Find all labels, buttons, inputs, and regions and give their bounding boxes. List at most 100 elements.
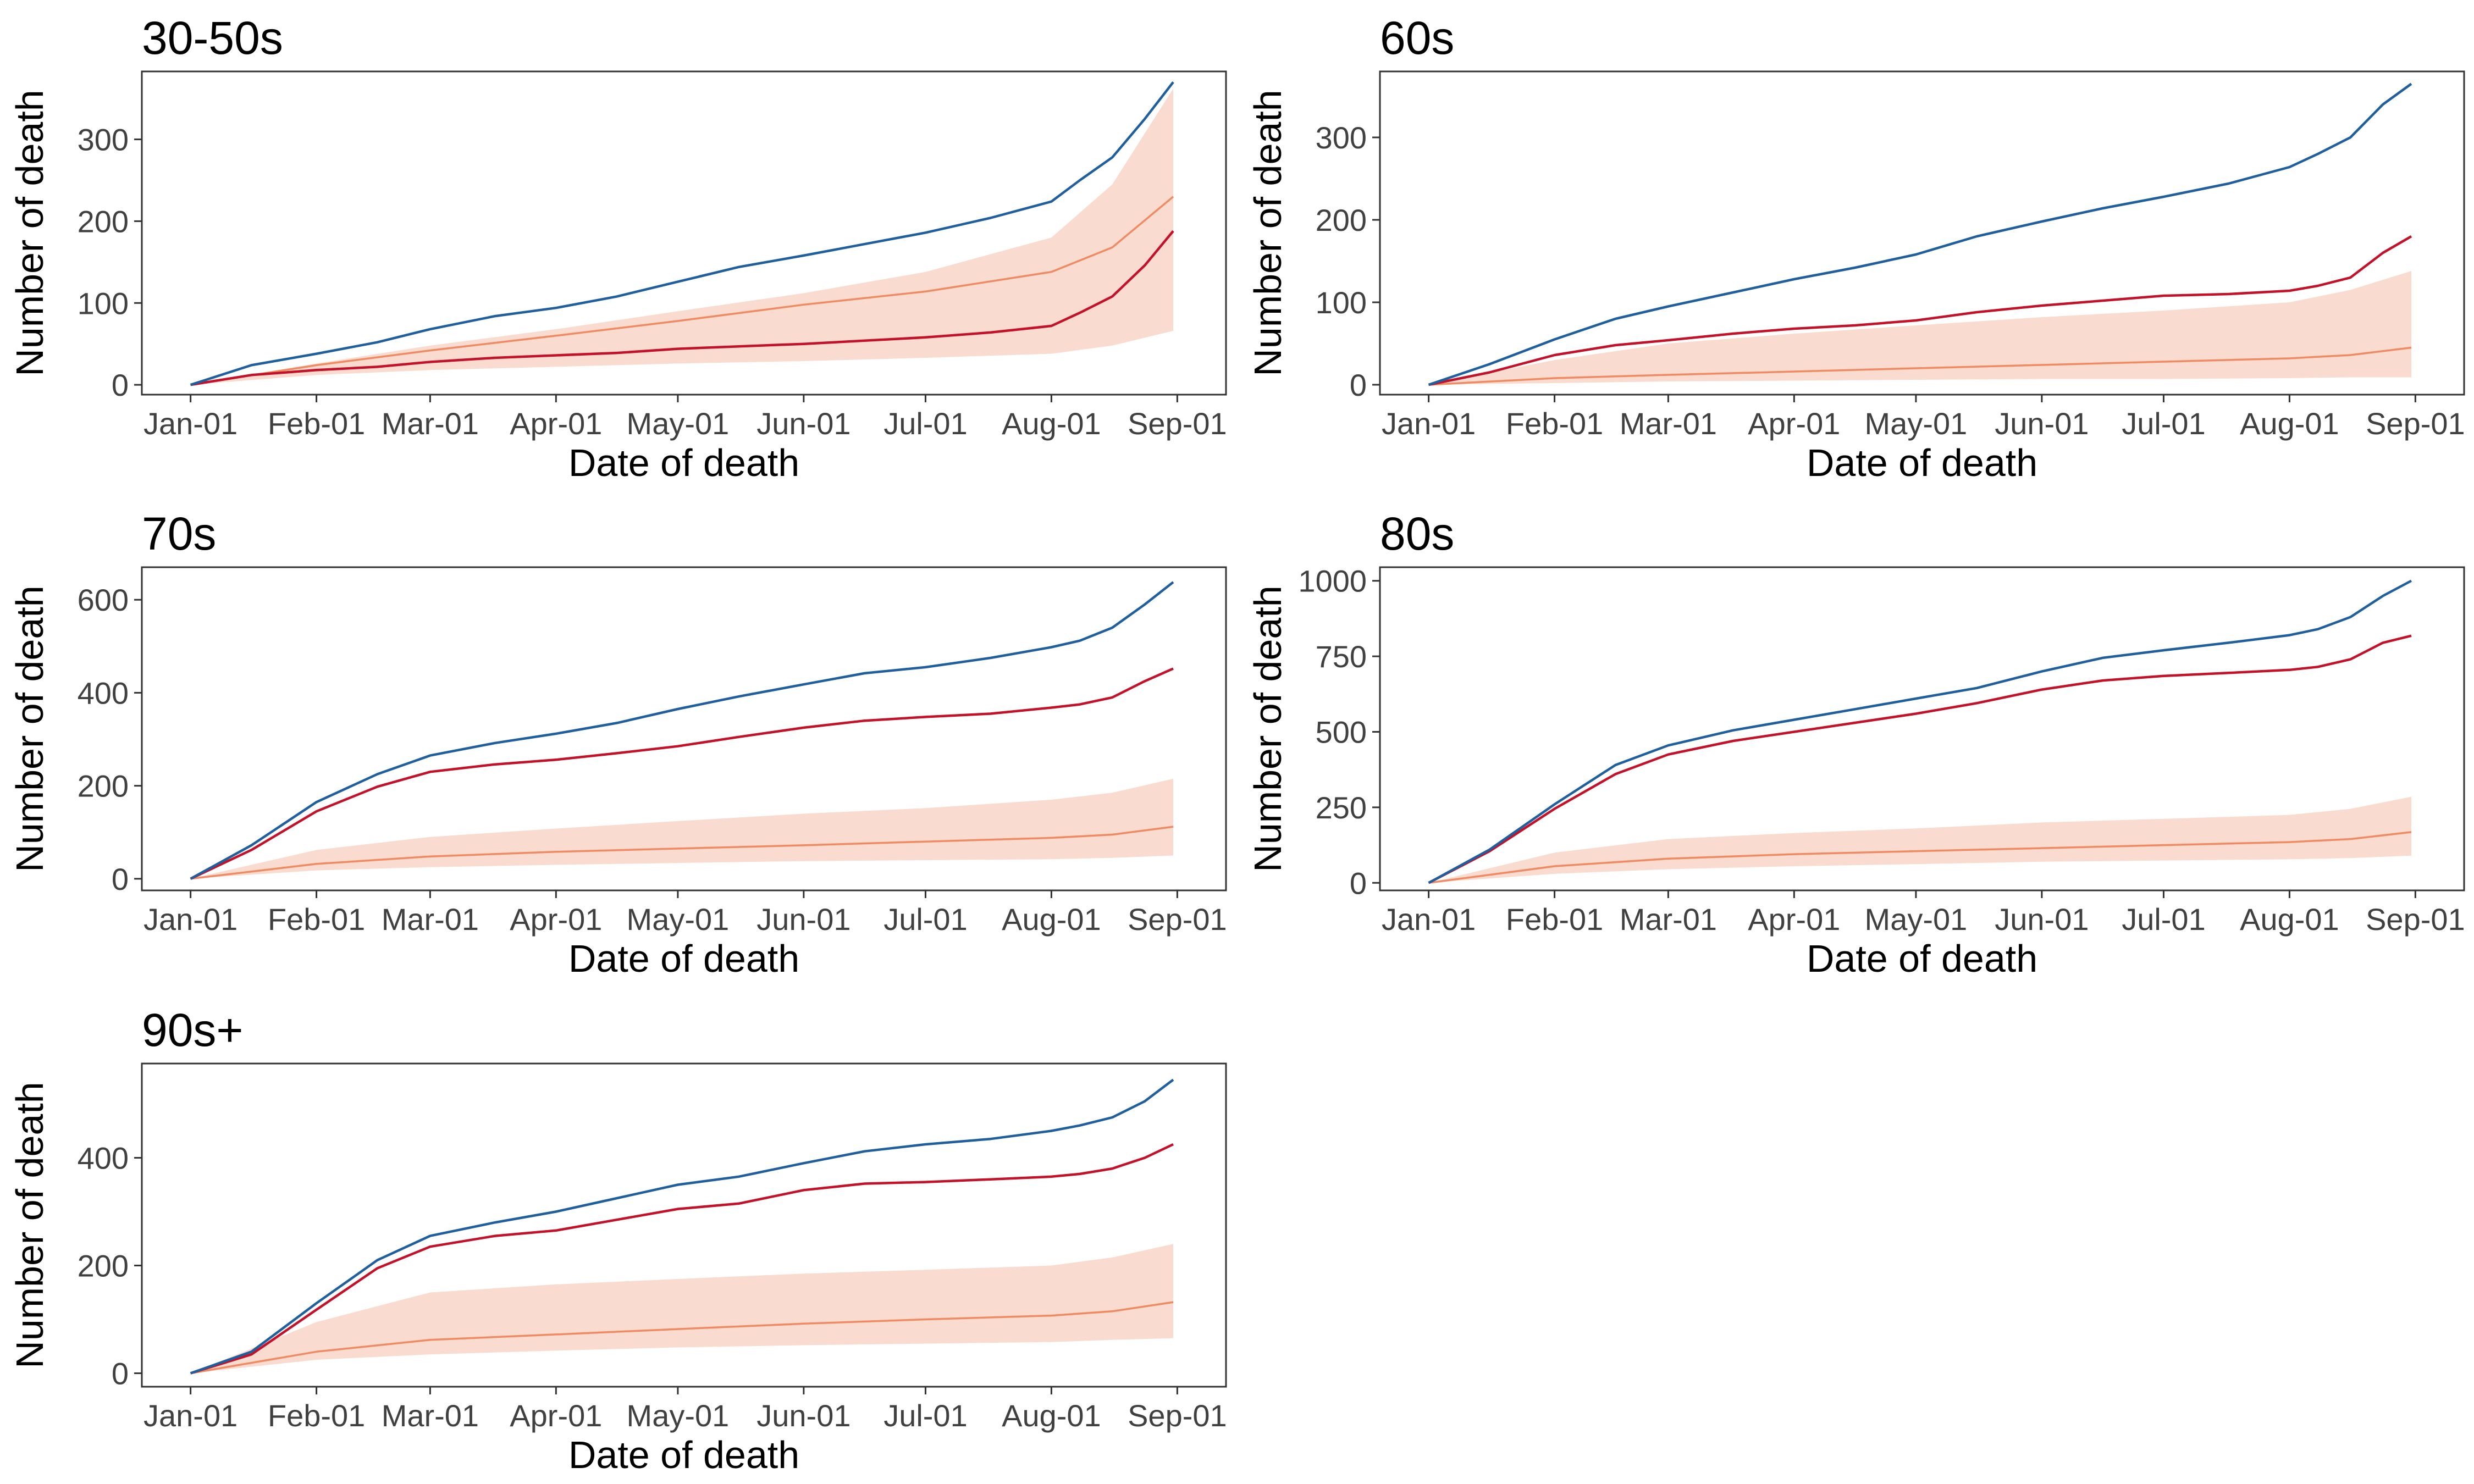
y-tick-label: 0 xyxy=(1350,368,1367,402)
panel-title: 90s+ xyxy=(142,1004,244,1056)
panel-2: 60s 0 100 200 300 Jan-01 Feb-01 Mar-01 Apr-01 May… xyxy=(1246,12,2465,484)
x-tick-label: Mar-01 xyxy=(382,1398,479,1433)
x-tick-label: May-01 xyxy=(1865,902,1968,937)
y-tick-label: 600 xyxy=(78,583,129,617)
adjusted-series-line xyxy=(190,1143,1174,1375)
y-tick-label: 200 xyxy=(1316,203,1367,237)
observed-series-line xyxy=(1428,82,2412,386)
x-tick-label: Jun-01 xyxy=(1995,902,2089,937)
panel-3: 70s 0 200 400 600 Jan-01 Feb-01 Mar-01 Apr-01 May… xyxy=(8,508,1227,980)
y-tick-label: 0 xyxy=(112,368,129,402)
y-tick-label: 300 xyxy=(78,123,129,157)
plot-frame xyxy=(141,566,1227,891)
y-tick-label: 500 xyxy=(1316,715,1367,749)
x-tick-label: May-01 xyxy=(627,1398,730,1433)
y-tick-label: 0 xyxy=(1350,866,1367,900)
x-tick-label: Jul-01 xyxy=(883,902,968,937)
plot-frame xyxy=(141,70,1227,396)
plot-frame xyxy=(141,1062,1227,1388)
plot-frame xyxy=(1379,70,2465,396)
y-axis-label: Number of death xyxy=(1246,585,1289,872)
x-tick-label: May-01 xyxy=(627,406,730,441)
x-tick-label: Jan-01 xyxy=(143,902,238,937)
y-tick-label: 200 xyxy=(78,1249,129,1283)
x-tick-label: Jan-01 xyxy=(143,1398,238,1433)
x-tick-label: Mar-01 xyxy=(1620,406,1717,441)
x-tick-label: Apr-01 xyxy=(510,902,602,937)
y-tick-label: 0 xyxy=(112,862,129,896)
panel-title: 80s xyxy=(1380,508,1454,560)
x-tick-label: Jul-01 xyxy=(2122,406,2206,441)
x-tick-label: Mar-01 xyxy=(382,406,479,441)
x-tick-label: Jul-01 xyxy=(883,1398,968,1433)
x-tick-label: Apr-01 xyxy=(510,406,602,441)
x-axis-label: Date of death xyxy=(568,1433,799,1476)
adjusted-series-line xyxy=(190,667,1174,880)
x-tick-label: Jul-01 xyxy=(2122,902,2206,937)
x-tick-label: Feb-01 xyxy=(268,1398,365,1433)
observed-series-line xyxy=(1428,579,2412,884)
panel-title: 60s xyxy=(1380,12,1454,64)
panel-title: 30-50s xyxy=(142,12,283,64)
y-tick-label: 300 xyxy=(1316,120,1367,155)
observed-series-line xyxy=(190,81,1174,386)
x-tick-label: Jan-01 xyxy=(1382,406,1476,441)
x-tick-label: Feb-01 xyxy=(268,902,365,937)
x-tick-label: Jul-01 xyxy=(883,406,968,441)
x-tick-label: Mar-01 xyxy=(382,902,479,937)
y-axis-label: Number of death xyxy=(1246,90,1289,376)
x-tick-label: Aug-01 xyxy=(1002,902,1101,937)
x-tick-label: Aug-01 xyxy=(1002,406,1101,441)
y-tick-label: 400 xyxy=(78,675,129,710)
x-axis-label: Date of death xyxy=(568,441,799,484)
expected-interval-band xyxy=(190,1244,1174,1374)
y-tick-label: 750 xyxy=(1316,639,1367,674)
y-axis-label: Number of death xyxy=(8,585,51,872)
panel-4: 80s 0 250 500 750 1000 Jan-01 Feb-01 Mar-01 Apr-0… xyxy=(1246,508,2465,980)
x-tick-label: Sep-01 xyxy=(1128,902,1227,937)
adjusted-series-line xyxy=(190,230,1174,386)
x-tick-label: Sep-01 xyxy=(1128,406,1227,441)
x-tick-label: May-01 xyxy=(627,902,730,937)
x-tick-label: Jan-01 xyxy=(143,406,238,441)
observed-series-line xyxy=(190,1078,1174,1375)
x-tick-label: Jun-01 xyxy=(756,406,851,441)
x-axis-label: Date of death xyxy=(568,937,799,980)
expected-series-line xyxy=(1428,831,2412,884)
y-tick-label: 0 xyxy=(112,1356,129,1391)
x-tick-label: May-01 xyxy=(1865,406,1968,441)
x-axis-label: Date of death xyxy=(1807,937,2037,980)
y-axis-label: Number of death xyxy=(8,90,51,376)
x-tick-label: Sep-01 xyxy=(2366,902,2465,937)
y-tick-label: 1000 xyxy=(1298,564,1367,599)
x-tick-label: Jun-01 xyxy=(1995,406,2089,441)
x-tick-label: Feb-01 xyxy=(1506,902,1603,937)
x-tick-label: Mar-01 xyxy=(1620,902,1717,937)
expected-interval-band xyxy=(190,778,1174,879)
panel-5: 90s+ 0 200 400 Jan-01 Feb-01 Mar-01 Apr-01 May-0… xyxy=(8,1004,1227,1476)
x-tick-label: Apr-01 xyxy=(1748,902,1840,937)
expected-series-line xyxy=(190,1301,1174,1375)
x-tick-label: Sep-01 xyxy=(1128,1398,1227,1433)
x-tick-label: Sep-01 xyxy=(2366,406,2465,441)
expected-series-line xyxy=(1428,346,2412,386)
y-tick-label: 100 xyxy=(1316,285,1367,320)
x-tick-label: Jun-01 xyxy=(756,1398,851,1433)
y-tick-label: 100 xyxy=(78,286,129,320)
x-tick-label: Aug-01 xyxy=(2240,406,2339,441)
y-axis-label: Number of death xyxy=(8,1082,51,1368)
y-tick-label: 250 xyxy=(1316,790,1367,825)
panel-1: 30-50s 0 100 200 300 Jan-01 Feb-01 Mar-01 Apr-01… xyxy=(8,12,1227,484)
x-tick-label: Apr-01 xyxy=(510,1398,602,1433)
plot-frame xyxy=(1379,566,2465,891)
adjusted-series-line xyxy=(1428,235,2412,386)
expected-interval-band xyxy=(1428,271,2411,385)
adjusted-series-line xyxy=(1428,634,2412,884)
x-tick-label: Aug-01 xyxy=(1002,1398,1101,1433)
expected-interval-band xyxy=(1428,796,2411,883)
expected-interval-band xyxy=(190,88,1174,385)
x-axis-label: Date of death xyxy=(1807,441,2037,484)
x-tick-label: Jan-01 xyxy=(1382,902,1476,937)
y-tick-label: 200 xyxy=(78,769,129,804)
